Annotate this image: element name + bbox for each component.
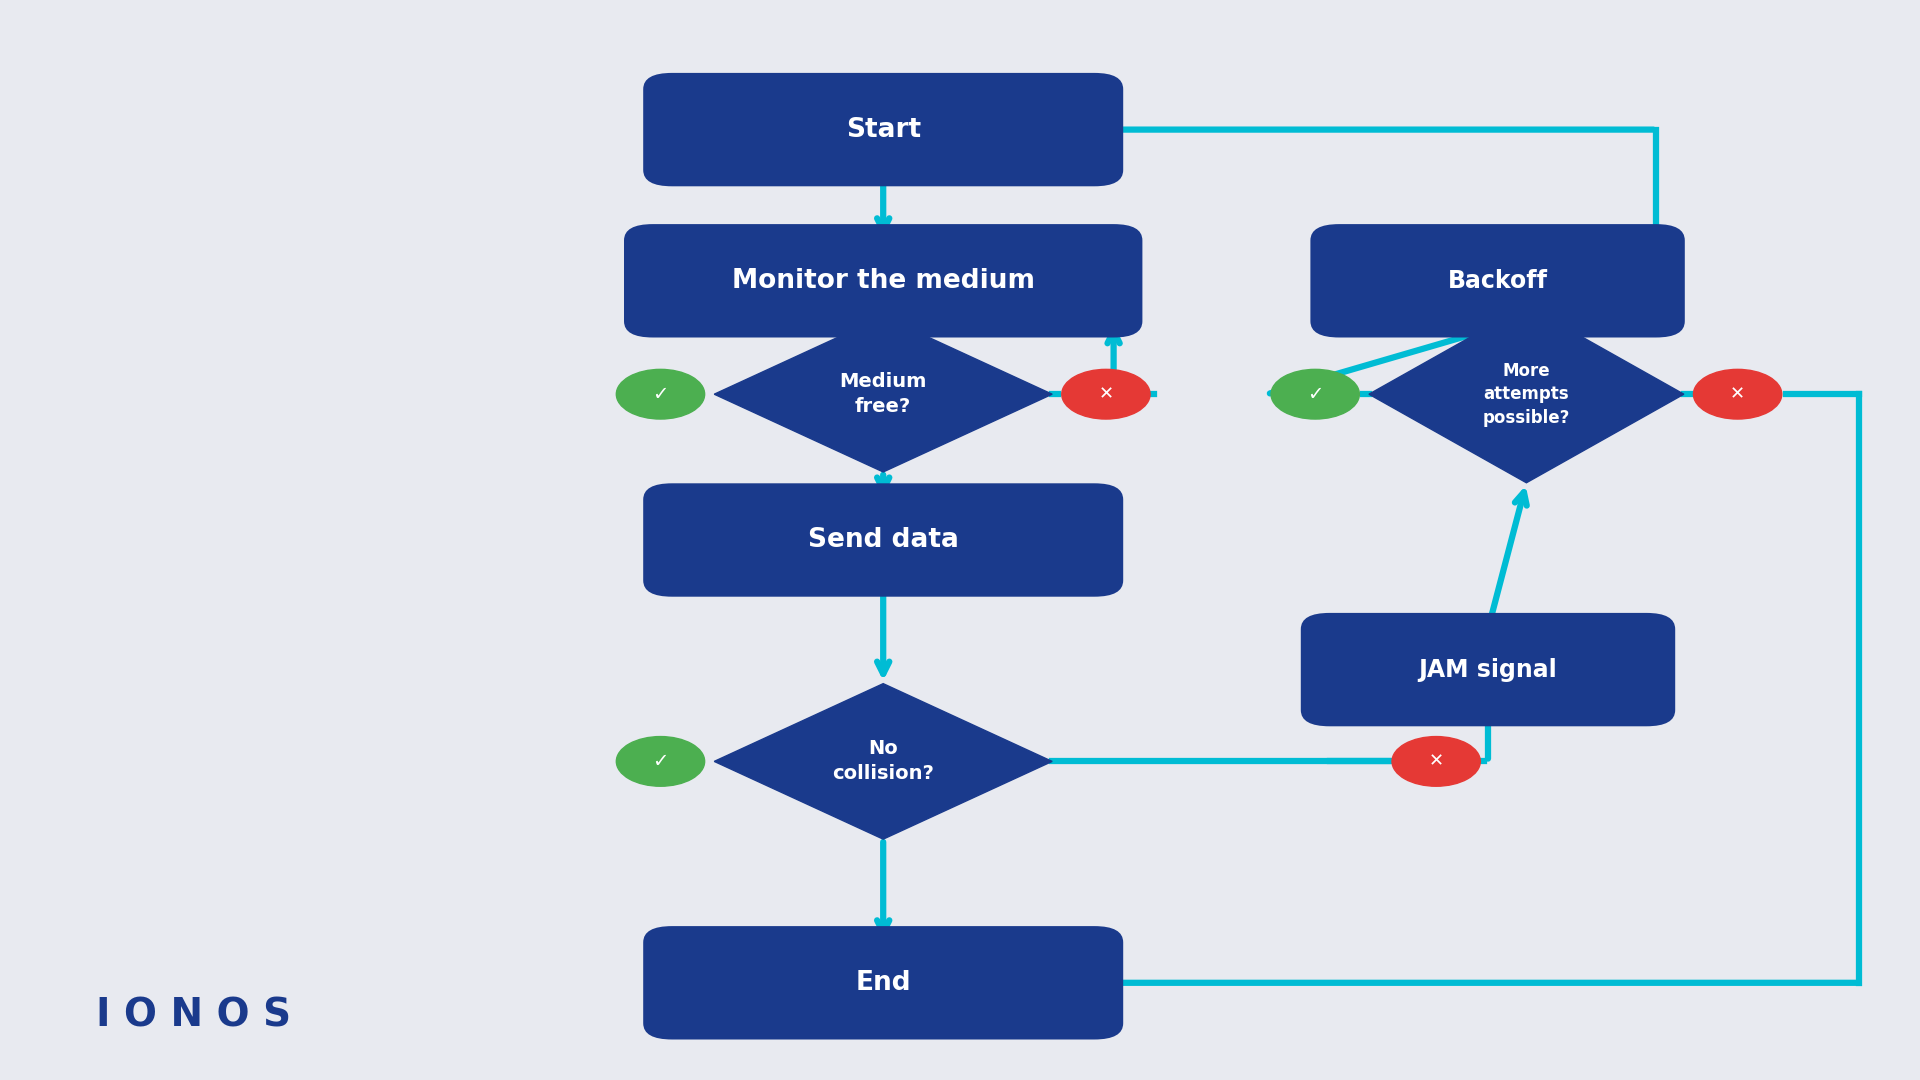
Text: More
attempts
possible?: More attempts possible? bbox=[1482, 362, 1571, 427]
Text: Medium
free?: Medium free? bbox=[839, 373, 927, 416]
Text: ✓: ✓ bbox=[653, 752, 668, 771]
Text: Backoff: Backoff bbox=[1448, 269, 1548, 293]
Text: End: End bbox=[856, 970, 910, 996]
Text: ✓: ✓ bbox=[1308, 384, 1323, 404]
Circle shape bbox=[1392, 737, 1480, 786]
Text: ✕: ✕ bbox=[1098, 386, 1114, 403]
Circle shape bbox=[616, 369, 705, 419]
Text: Start: Start bbox=[845, 117, 922, 143]
Text: No
collision?: No collision? bbox=[831, 740, 935, 783]
Circle shape bbox=[1271, 369, 1359, 419]
Text: Send data: Send data bbox=[808, 527, 958, 553]
Circle shape bbox=[1062, 369, 1150, 419]
Text: ✓: ✓ bbox=[653, 384, 668, 404]
Circle shape bbox=[1693, 369, 1782, 419]
Polygon shape bbox=[714, 316, 1052, 472]
FancyBboxPatch shape bbox=[1302, 612, 1674, 726]
Text: JAM signal: JAM signal bbox=[1419, 658, 1557, 681]
Text: ✕: ✕ bbox=[1730, 386, 1745, 403]
FancyBboxPatch shape bbox=[643, 72, 1123, 186]
FancyBboxPatch shape bbox=[1309, 225, 1686, 337]
FancyBboxPatch shape bbox=[643, 927, 1123, 1039]
Polygon shape bbox=[714, 684, 1052, 839]
FancyBboxPatch shape bbox=[624, 225, 1142, 337]
Text: I O N O S: I O N O S bbox=[96, 996, 292, 1035]
Polygon shape bbox=[1369, 306, 1684, 483]
Circle shape bbox=[616, 737, 705, 786]
FancyBboxPatch shape bbox=[643, 483, 1123, 596]
Text: ✕: ✕ bbox=[1428, 753, 1444, 770]
Text: Monitor the medium: Monitor the medium bbox=[732, 268, 1035, 294]
